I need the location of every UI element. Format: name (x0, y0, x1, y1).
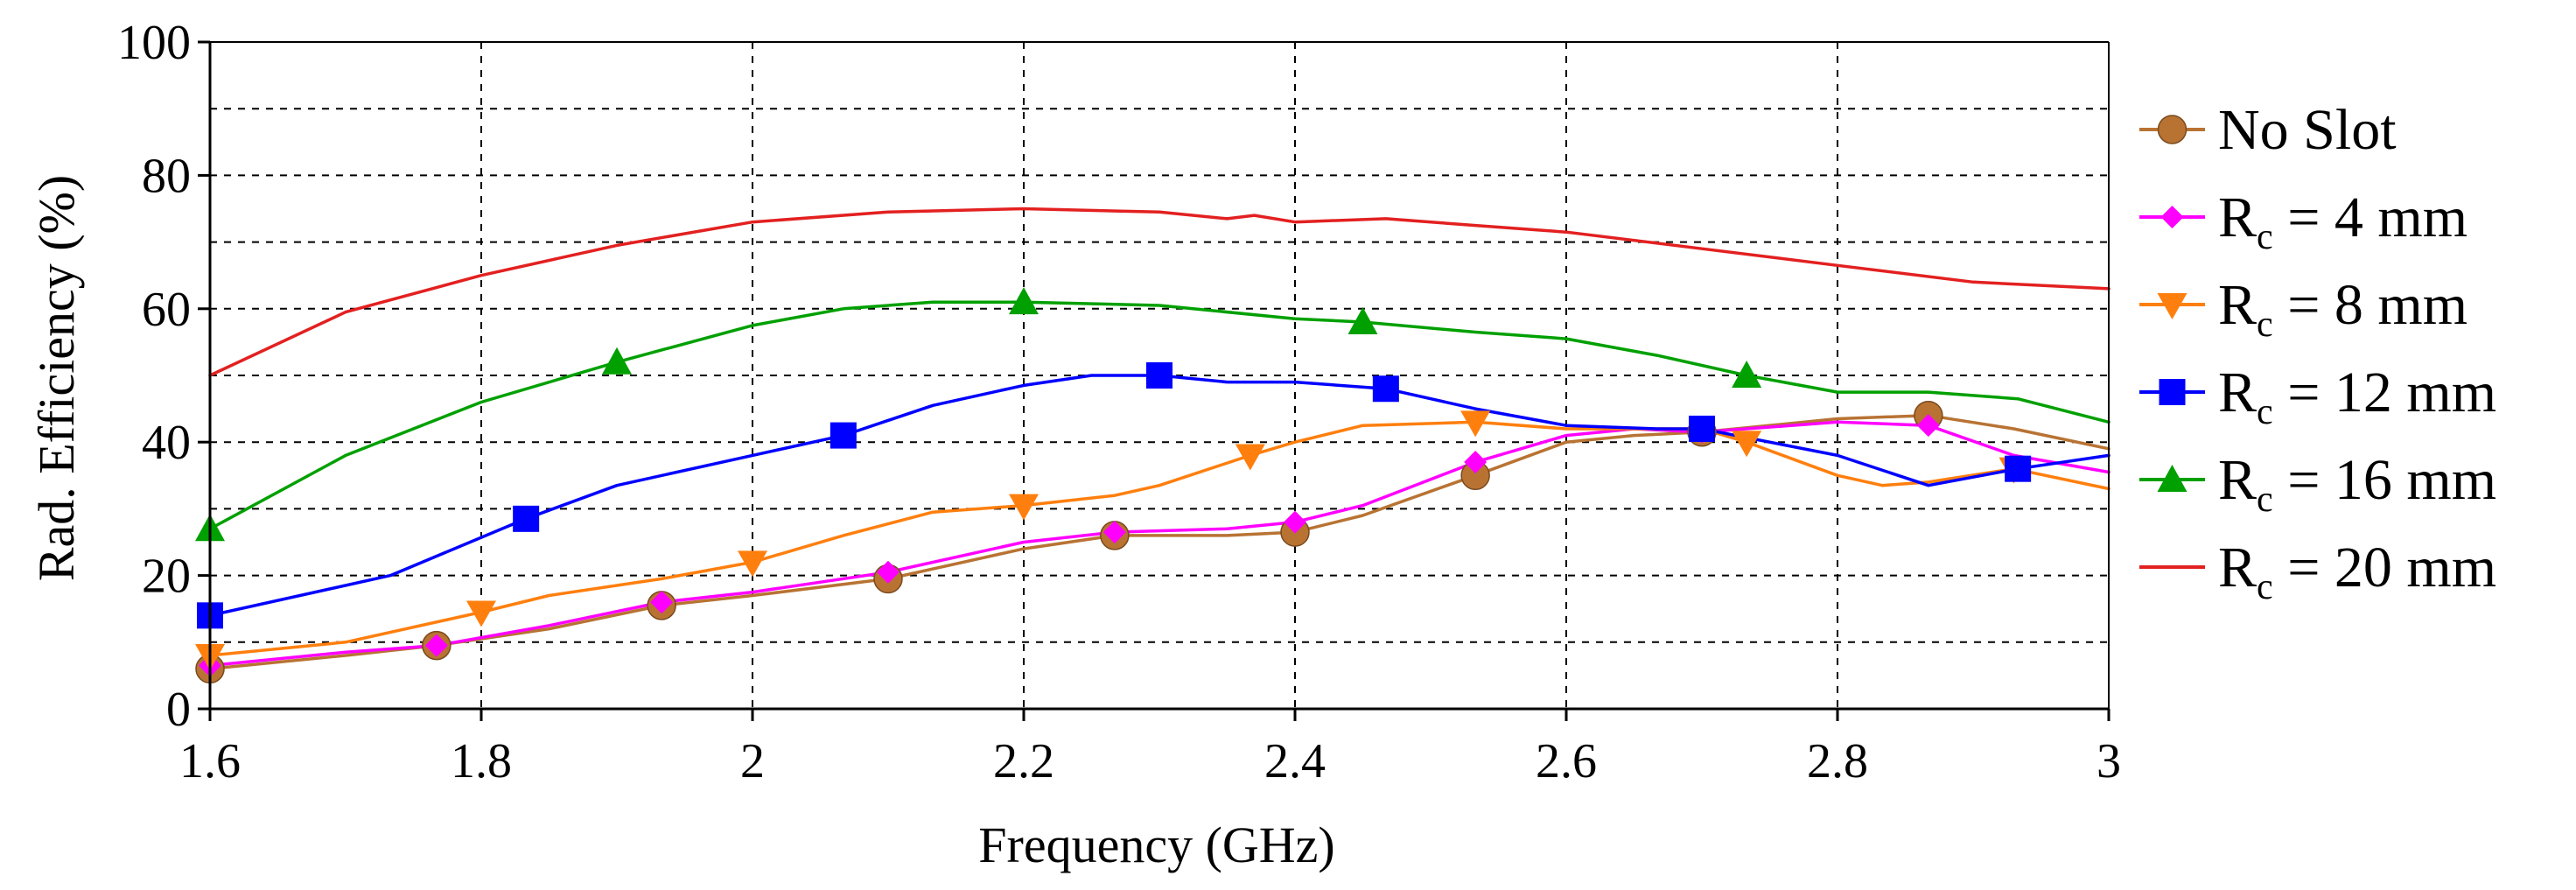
grid (210, 42, 2109, 709)
data-point-rc-8-mm (466, 600, 496, 627)
data-point-rc-16-mm (1009, 287, 1039, 315)
x-tick-label: 1.8 (451, 734, 512, 788)
data-point-rc-4-mm (1102, 521, 1126, 544)
x-tick-label: 2.2 (993, 734, 1054, 788)
x-tick-label: 2.8 (1807, 734, 1868, 788)
y-tick-label: 40 (142, 416, 191, 470)
x-axis-title: Frequency (GHz) (978, 816, 1334, 873)
data-point-rc-16-mm (602, 347, 632, 375)
data-point-rc-8-mm (1460, 410, 1491, 438)
y-tick-label: 100 (117, 16, 191, 70)
axes (198, 40, 2110, 721)
data-point-rc-16-mm (1732, 361, 1762, 388)
y-tick-label: 60 (142, 283, 191, 337)
x-tick-label: 2.6 (1536, 734, 1597, 788)
legend-label-rc-8-mm: Rc = 8 mm (2218, 273, 2468, 345)
legend-label-rc-20-mm: Rc = 20 mm (2218, 536, 2496, 607)
data-point-rc-4-mm (877, 560, 900, 584)
legend-marker-rc-8-mm (2157, 293, 2188, 319)
data-point-rc-4-mm (1464, 451, 1488, 474)
series-line-rc-12-mm (208, 374, 2110, 618)
data-point-rc-12-mm (1146, 362, 1172, 389)
data-point-rc-16-mm (1348, 307, 1378, 335)
y-tick-label: 0 (166, 683, 191, 737)
data-point-rc-12-mm (1372, 375, 1399, 403)
legend-marker-rc-4-mm (2160, 206, 2184, 228)
data-point-rc-4-mm (424, 634, 448, 657)
data-point-rc-8-mm (738, 550, 767, 578)
x-tick-label: 1.6 (179, 734, 241, 788)
legend-marker-rc-12-mm (2159, 379, 2186, 405)
legend-label-rc-12-mm: Rc = 12 mm (2218, 361, 2496, 432)
y-tick-labels: 0 20 40 60 80 100 (117, 16, 191, 737)
legend-marker-no-slot (2157, 115, 2188, 144)
data-point-rc-4-mm (1916, 414, 1940, 438)
x-tick-label: 2 (740, 734, 765, 788)
legend-marker-rc-16-mm (2157, 465, 2188, 492)
legend-label-rc-16-mm: Rc = 16 mm (2218, 448, 2496, 520)
series-line-rc-20-mm (208, 207, 2110, 377)
y-tick-label: 80 (142, 149, 191, 203)
data-point-rc-12-mm (513, 505, 540, 532)
legend-label-no-slot: No Slot (2218, 98, 2397, 162)
data-point-rc-8-mm (1235, 444, 1265, 471)
series-line-rc-4-mm (208, 420, 2110, 668)
data-point-rc-12-mm (2005, 455, 2032, 482)
data-point-rc-8-mm (1009, 494, 1039, 521)
legend: No Slot Rc = 4 mm Rc = 8 mm Rc = 12 mm Rc = … (2139, 98, 2496, 607)
series-line-rc-8-mm (208, 420, 2110, 657)
x-tick-labels: 1.6 1.8 2 2.2 2.4 2.6 2.8 3 (179, 734, 2121, 788)
data-point-rc-12-mm (830, 422, 857, 449)
series-lines (208, 207, 2110, 671)
data-point-rc-12-mm (1689, 415, 1715, 442)
y-axis-title: Rad. Efficiency (%) (28, 175, 85, 581)
x-tick-label: 3 (2096, 734, 2121, 788)
data-point-rc-8-mm (1732, 431, 1762, 458)
data-point-rc-4-mm (650, 591, 674, 614)
y-tick-label: 20 (142, 550, 191, 604)
legend-label-rc-4-mm: Rc = 4 mm (2218, 186, 2468, 257)
data-point-rc-4-mm (1284, 510, 1306, 534)
series-line-rc-16-mm (208, 300, 2110, 531)
series-markers (195, 287, 2032, 684)
series-line-no-slot (208, 413, 2110, 671)
x-tick-label: 2.4 (1264, 734, 1326, 788)
